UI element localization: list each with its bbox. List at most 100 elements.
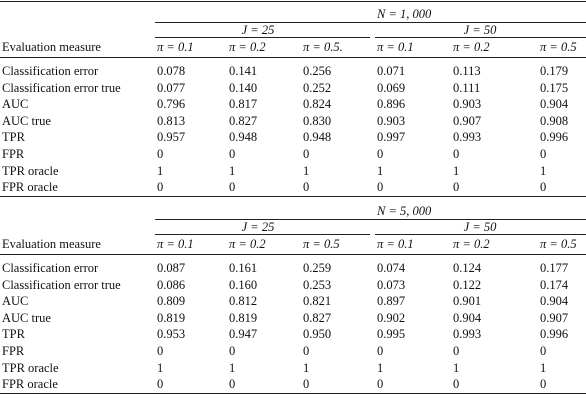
cell: 0 [157, 147, 164, 161]
row-label: TPR oracle [2, 360, 59, 375]
row-label: Classification error [2, 261, 99, 275]
cell: 0 [229, 147, 236, 161]
cell: 0 [377, 147, 384, 161]
cell: 0.086 [157, 277, 186, 292]
cell: 0.174 [540, 277, 569, 292]
cell: 0.812 [229, 294, 258, 309]
cell: 1 [540, 163, 547, 178]
cell: 0.141 [229, 64, 258, 78]
row-label: FPR oracle [2, 377, 58, 392]
cell: 0.252 [303, 80, 332, 95]
row-label: Classification error true [2, 80, 121, 95]
cell: 0 [377, 377, 384, 392]
rule [0, 393, 586, 394]
cell: 1 [540, 360, 547, 375]
cell: 0.073 [377, 277, 406, 292]
cell: 0.179 [540, 64, 569, 78]
cell: 0.819 [157, 310, 186, 325]
cell: 0 [377, 180, 384, 195]
cell: 0.796 [157, 97, 186, 112]
cell: 0.948 [229, 130, 258, 145]
cell: 0.071 [377, 64, 406, 78]
cell: 0.957 [157, 130, 186, 145]
cell: 0.113 [453, 64, 481, 78]
cell: 0.901 [453, 294, 482, 309]
rule [375, 37, 586, 38]
cell: 0.175 [540, 80, 569, 95]
cell: 1 [157, 360, 164, 375]
column-header: π = 0.1 [377, 40, 414, 54]
cell: 0 [453, 180, 460, 195]
column-header: π = 0.2 [229, 237, 266, 251]
rule [155, 234, 370, 235]
cell: 0 [540, 344, 547, 358]
cell: 0 [540, 377, 547, 392]
cell: 0 [157, 180, 164, 195]
cell: 0 [540, 147, 547, 161]
rule [0, 196, 586, 197]
cell: 0.995 [377, 327, 406, 342]
cell: 0 [303, 377, 310, 392]
cell: 0 [157, 377, 164, 392]
row-label: Classification error true [2, 277, 121, 292]
cell: 1 [377, 163, 384, 178]
row-label: TPR oracle [2, 163, 59, 178]
cell: 0.830 [303, 113, 332, 128]
cell: 0.903 [377, 113, 406, 128]
cell: 0.953 [157, 327, 186, 342]
cell: 0 [540, 180, 547, 195]
cell: 0.122 [453, 277, 482, 292]
cell: 0.997 [377, 130, 406, 145]
cell: 1 [453, 163, 460, 178]
row-label: Classification error [2, 64, 99, 78]
cell: 0.124 [453, 261, 482, 275]
cell: 1 [229, 360, 236, 375]
row-label: AUC true [2, 113, 51, 128]
cell: 0.948 [303, 130, 332, 145]
cell: 0.904 [540, 294, 569, 309]
column-header: π = 0.1 [157, 40, 194, 54]
cell: 0.907 [453, 113, 482, 128]
column-header: π = 0.2 [453, 40, 490, 54]
cell: 0.904 [540, 97, 569, 112]
cell: 0 [377, 344, 384, 358]
cell: 1 [157, 163, 164, 178]
cell: 0.817 [229, 97, 258, 112]
cell: 0.897 [377, 294, 406, 309]
rule [0, 1, 586, 2]
cell: 0 [229, 180, 236, 195]
cell: 0.160 [229, 277, 258, 292]
cell: 0.077 [157, 80, 186, 95]
row-label: FPR [2, 147, 25, 161]
cell: 0 [303, 180, 310, 195]
cell: 0.947 [229, 327, 258, 342]
group-header: J = 50 [463, 23, 497, 37]
cell: 0.903 [453, 97, 482, 112]
column-header: π = 0.2 [229, 40, 266, 54]
cell: 0.896 [377, 97, 406, 112]
cell: 1 [453, 360, 460, 375]
cell: 0.904 [453, 310, 482, 325]
cell: 0 [453, 377, 460, 392]
row-label: AUC [2, 294, 29, 309]
cell: 0.140 [229, 80, 258, 95]
row-label: FPR oracle [2, 180, 58, 195]
rule [155, 37, 370, 38]
cell: 0 [229, 344, 236, 358]
group-header: J = 25 [241, 23, 275, 37]
row-label: TPR [2, 130, 25, 145]
cell: 0.902 [377, 310, 406, 325]
cell: 0.087 [157, 261, 186, 275]
cell: 0.819 [229, 310, 258, 325]
group-header: J = 50 [463, 220, 497, 234]
row-label: AUC true [2, 310, 51, 325]
column-header: π = 0.5 [303, 237, 340, 251]
cell: 0.074 [377, 261, 406, 275]
cell: 0.993 [453, 327, 482, 342]
cell: 0.177 [540, 261, 569, 275]
block-title: N = 5, 000 [377, 204, 432, 218]
cell: 0 [303, 344, 310, 358]
column-header: Evaluation measure [2, 40, 101, 54]
cell: 0 [453, 147, 460, 161]
